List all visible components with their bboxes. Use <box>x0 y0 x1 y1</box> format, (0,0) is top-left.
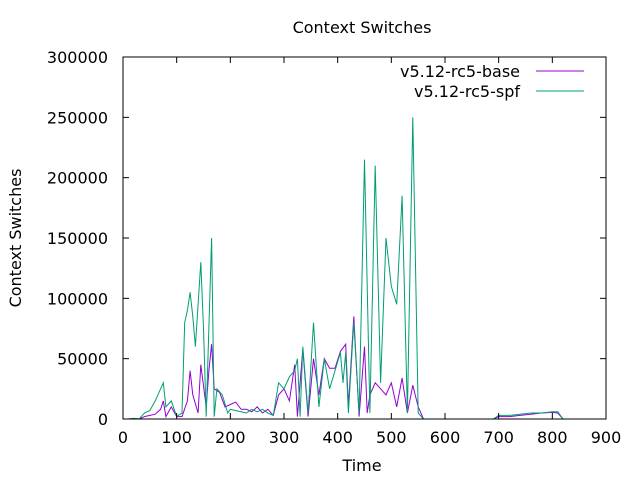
y-axis-label: Context Switches <box>6 169 25 308</box>
x-tick-label: 900 <box>591 428 622 447</box>
x-tick-label: 400 <box>322 428 353 447</box>
x-tick-label: 600 <box>430 428 461 447</box>
x-tick-label: 100 <box>161 428 192 447</box>
y-tick-label: 0 <box>98 410 108 429</box>
plot-lines <box>128 117 569 420</box>
x-tick-label: 700 <box>483 428 514 447</box>
y-axis-ticks: 0 50000 100000 150000 200000 250000 300000 <box>47 48 606 429</box>
y-tick-label: 100000 <box>47 289 108 308</box>
y-tick-label: 250000 <box>47 108 108 127</box>
y-tick-label: 300000 <box>47 48 108 67</box>
x-tick-label: 200 <box>215 428 246 447</box>
chart-title: Context Switches <box>293 18 432 37</box>
x-axis-ticks: 0 100 200 300 400 500 600 700 800 900 <box>118 57 621 447</box>
y-tick-label: 50000 <box>57 350 108 369</box>
x-tick-label: 300 <box>269 428 300 447</box>
x-axis-label: Time <box>341 456 381 475</box>
legend-label-2: v5.12-rc5-spf <box>414 82 520 101</box>
legend-label-1: v5.12-rc5-base <box>400 62 520 81</box>
x-tick-label: 800 <box>537 428 568 447</box>
x-tick-label: 0 <box>118 428 128 447</box>
x-tick-label: 500 <box>376 428 407 447</box>
series-line-2 <box>128 117 569 420</box>
y-tick-label: 150000 <box>47 229 108 248</box>
y-tick-label: 200000 <box>47 169 108 188</box>
plot-frame <box>122 56 607 420</box>
